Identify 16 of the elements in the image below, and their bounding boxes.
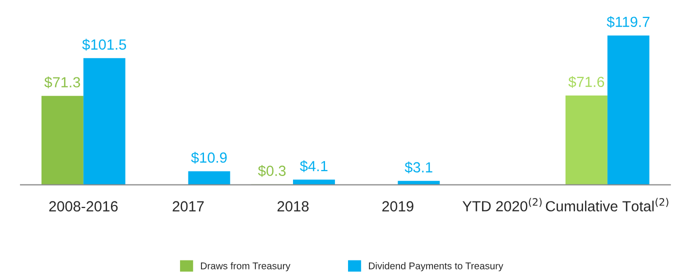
x-tick-label: Cumulative Total$^{(2)}$ bbox=[546, 198, 668, 212]
data-label: $3.1 bbox=[404, 162, 432, 174]
data-label: $119.7 bbox=[606, 16, 650, 28]
data-label: $101.5 bbox=[82, 38, 126, 51]
legend-label: Draws from Treasury bbox=[200, 262, 290, 272]
x-tick-label: 2019 bbox=[382, 201, 414, 212]
data-label: $10.9 bbox=[191, 152, 227, 164]
x-tick-label: 2008-2016 bbox=[49, 201, 118, 212]
data-label: $71.6 bbox=[568, 76, 604, 88]
data-label: $4.1 bbox=[300, 160, 328, 172]
x-tick-label: YTD 2020$^{(2)}$ bbox=[462, 198, 542, 212]
x-tick-label: 2017 bbox=[172, 201, 204, 212]
data-label: $0.3 bbox=[258, 165, 286, 177]
data-label: $71.3 bbox=[44, 76, 80, 88]
legend-label: Dividend Payments to Treasury bbox=[368, 262, 504, 272]
x-tick-label: 2018 bbox=[278, 201, 309, 212]
